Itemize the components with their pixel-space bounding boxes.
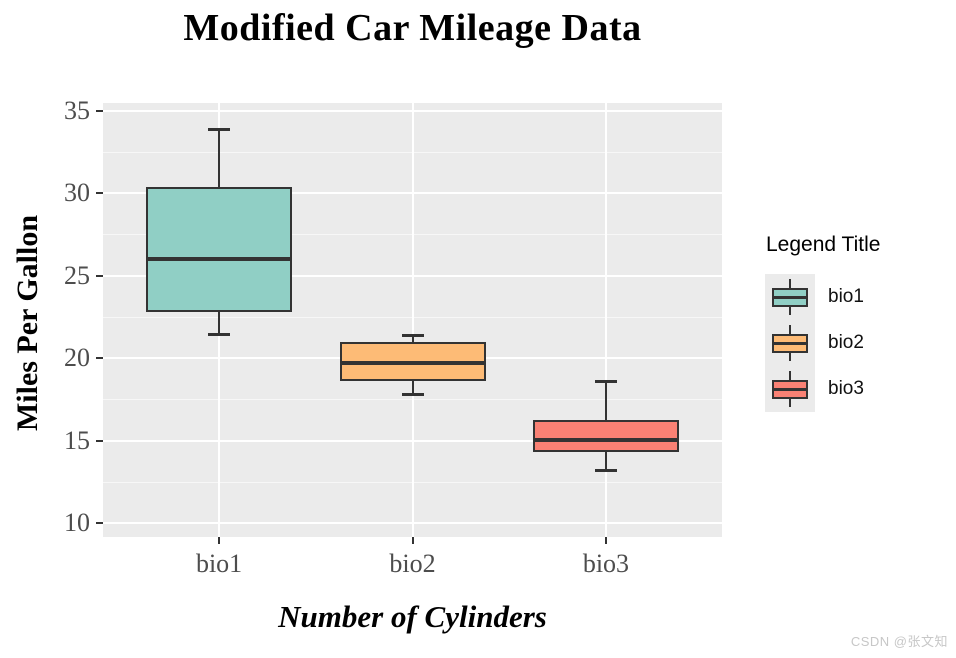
legend-item-label: bio3 — [828, 378, 864, 399]
legend-item: bio1 — [765, 274, 864, 320]
bio2-median-line — [339, 361, 486, 366]
legend-item: bio2 — [765, 320, 864, 366]
chart-title: Modified Car Mileage Data — [183, 7, 642, 49]
bio2-box — [339, 341, 486, 381]
legend-item-label: bio2 — [828, 332, 864, 353]
x-tick-label: bio3 — [582, 549, 630, 578]
legend-key-boxplot-glyph — [765, 320, 815, 366]
x-tick-label: bio2 — [389, 549, 436, 578]
x-tick-mark — [604, 537, 607, 544]
x-gridline-major — [604, 103, 607, 537]
x-tick-mark — [218, 537, 221, 544]
y-tick-mark — [96, 522, 103, 525]
legend-key-median — [772, 388, 808, 391]
bio2-upper-whisker — [411, 335, 414, 342]
y-tick-label: 20 — [64, 343, 90, 373]
legend: bio1 bio2 bio3 — [765, 274, 864, 412]
x-axis-title: Number of Cylinders — [278, 599, 547, 634]
y-tick-mark — [96, 274, 103, 277]
bio3-lower-whisker-cap — [594, 468, 617, 472]
y-tick-mark — [96, 192, 103, 195]
bio1-lower-whisker — [218, 312, 221, 336]
bio1-upper-whisker-cap — [208, 127, 231, 131]
x-tick-label: bio1 — [195, 549, 243, 578]
y-tick-label: 30 — [64, 178, 90, 208]
bio3-upper-whisker — [604, 380, 607, 421]
bio2-upper-whisker-cap — [401, 334, 424, 338]
y-tick-label: 35 — [64, 95, 90, 125]
bio3-lower-whisker — [604, 451, 607, 471]
y-tick-mark — [96, 439, 103, 442]
y-tick-mark — [96, 109, 103, 112]
bio1-upper-whisker — [218, 128, 221, 187]
y-axis-title: Miles Per Gallon — [11, 214, 44, 432]
legend-title: Legend Title — [766, 233, 881, 256]
bio1-box — [146, 186, 293, 313]
plot-panel — [103, 103, 722, 537]
legend-key-boxplot-glyph — [765, 366, 815, 412]
bio3-upper-whisker-cap — [594, 379, 617, 383]
y-tick-label: 15 — [64, 425, 90, 455]
legend-key-boxplot-glyph — [765, 274, 815, 320]
legend-item-label: bio1 — [828, 286, 864, 307]
bio1-median-line — [146, 257, 293, 262]
bio2-lower-whisker-cap — [401, 392, 424, 396]
x-tick-mark — [411, 537, 414, 544]
bio2-lower-whisker — [411, 380, 414, 395]
watermark: CSDN @张文知 — [850, 634, 948, 649]
bio3-box — [532, 420, 679, 452]
legend-key-median — [772, 296, 808, 299]
y-tick-mark — [96, 357, 103, 360]
x-gridline-major — [411, 103, 414, 537]
bio1-lower-whisker-cap — [208, 333, 231, 337]
bio3-median-line — [532, 438, 679, 443]
y-tick-label: 25 — [64, 260, 90, 290]
legend-key-median — [772, 342, 808, 345]
y-tick-label: 10 — [64, 508, 90, 538]
legend-item: bio3 — [765, 366, 864, 412]
